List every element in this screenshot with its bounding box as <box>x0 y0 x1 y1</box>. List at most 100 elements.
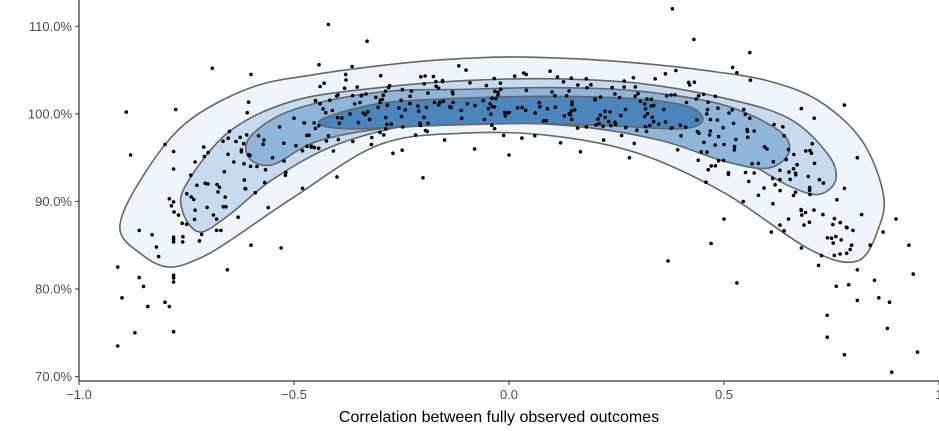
data-point <box>484 83 489 88</box>
data-point <box>788 177 792 182</box>
data-point <box>309 144 314 148</box>
data-point <box>812 208 816 212</box>
data-point <box>832 253 837 258</box>
data-point <box>507 110 512 115</box>
data-point <box>835 197 839 202</box>
data-point <box>695 118 699 122</box>
y-tick-label: 100.0% <box>28 106 73 121</box>
data-point <box>619 133 624 138</box>
data-point <box>558 141 563 145</box>
data-point <box>432 100 437 105</box>
data-point <box>216 190 220 194</box>
data-point <box>834 234 838 239</box>
data-point <box>787 170 791 174</box>
data-point <box>807 220 812 224</box>
data-point <box>596 117 600 121</box>
data-point <box>821 212 825 217</box>
data-point <box>622 85 626 89</box>
data-point <box>120 296 124 300</box>
data-point <box>915 350 920 354</box>
data-point <box>492 105 497 109</box>
data-point <box>312 121 316 125</box>
data-point <box>707 133 712 137</box>
data-point <box>808 192 812 197</box>
data-point <box>408 101 412 106</box>
y-tick-label: 70.0% <box>35 369 72 384</box>
data-point <box>609 123 613 128</box>
data-point <box>745 127 749 132</box>
data-point <box>608 110 612 114</box>
data-point <box>241 141 246 146</box>
data-point <box>219 228 223 233</box>
data-point <box>335 175 339 179</box>
data-point <box>708 117 713 122</box>
data-point <box>610 85 614 90</box>
data-point <box>350 64 354 69</box>
data-point <box>232 160 236 164</box>
data-point <box>171 280 176 284</box>
data-point <box>499 87 503 91</box>
data-point <box>735 70 739 75</box>
data-point <box>699 150 703 154</box>
data-point <box>842 186 847 191</box>
data-point <box>442 138 447 142</box>
data-point <box>348 112 352 116</box>
data-point <box>318 101 322 106</box>
data-point <box>645 97 649 101</box>
data-point <box>249 72 253 77</box>
x-tick-label: 1 <box>935 387 939 402</box>
data-point <box>877 296 881 300</box>
data-point <box>800 213 804 217</box>
data-point <box>715 118 720 122</box>
data-point <box>253 190 258 195</box>
data-point <box>324 139 329 143</box>
axes: −1.0 −0.5 0.0 0.5 1 70.0% 80.0% 90.0% 100.0% 110… <box>28 0 939 426</box>
data-point <box>624 125 628 130</box>
data-point <box>782 134 786 138</box>
data-point <box>678 123 683 128</box>
data-point <box>855 155 860 160</box>
data-point <box>426 121 430 126</box>
data-point <box>784 157 788 162</box>
data-point <box>772 122 776 127</box>
data-point <box>773 183 777 187</box>
data-point <box>493 89 497 94</box>
data-point <box>365 39 369 43</box>
data-point <box>713 143 717 147</box>
data-point <box>248 164 253 168</box>
data-point <box>851 228 855 233</box>
data-point <box>742 107 746 112</box>
x-tick-label: −0.5 <box>281 387 307 402</box>
data-point <box>263 167 268 172</box>
plot-area <box>115 7 920 375</box>
data-point <box>855 268 860 272</box>
data-point <box>643 124 648 129</box>
data-point <box>210 66 215 71</box>
x-tick-label: 0.0 <box>500 387 518 402</box>
data-point <box>172 210 176 214</box>
data-point <box>627 155 632 160</box>
data-point <box>201 145 206 149</box>
data-point <box>262 180 267 185</box>
data-point <box>490 123 494 127</box>
data-point <box>416 109 421 113</box>
data-point <box>747 179 751 184</box>
data-point <box>133 331 137 335</box>
data-point <box>670 7 675 11</box>
data-point <box>223 195 227 199</box>
data-point <box>722 217 726 221</box>
data-point <box>171 240 176 244</box>
data-point <box>236 215 240 219</box>
data-point <box>750 162 754 166</box>
data-point <box>451 100 455 105</box>
data-point <box>472 147 477 151</box>
data-point <box>829 236 834 240</box>
data-point <box>374 95 378 100</box>
data-point <box>351 139 355 144</box>
data-point <box>819 253 824 258</box>
data-point <box>163 142 167 147</box>
data-point <box>730 65 735 70</box>
data-point <box>679 134 683 138</box>
data-point <box>408 94 412 99</box>
data-point <box>569 109 574 113</box>
